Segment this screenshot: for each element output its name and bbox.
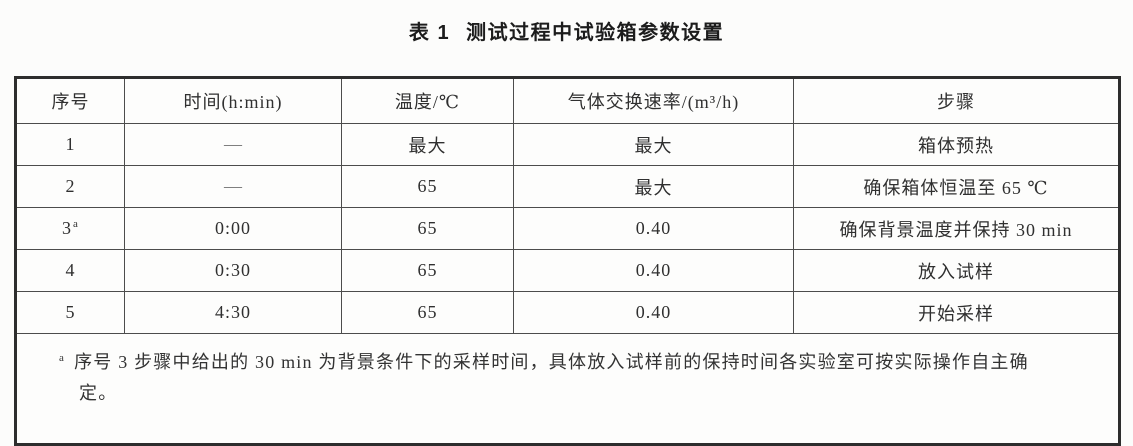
cell-temperature: 65 [341, 165, 514, 208]
cell-temperature: 65 [341, 207, 514, 250]
cell-time: — [124, 123, 342, 166]
cell-gas-exchange-rate: 0.40 [513, 249, 794, 292]
cell-temperature: 65 [341, 291, 514, 334]
cell-step: 放入试样 [793, 249, 1120, 292]
footnote-body: 序号 3 步骤中给出的 30 min 为背景条件下的采样时间，具体放入试样前的保… [74, 352, 1029, 403]
cell-serial: 2 [15, 165, 125, 208]
cell-step: 开始采样 [793, 291, 1120, 334]
col-header-serial: 序号 [15, 77, 125, 124]
cell-gas-exchange-rate: 最大 [513, 123, 794, 166]
col-header-gas-exchange-rate: 气体交换速率/(m³/h) [513, 77, 794, 124]
table-row: 3a 0:00 65 0.40 确保背景温度并保持 30 min [15, 207, 1120, 250]
cell-serial: 3a [15, 207, 125, 250]
col-header-time: 时间(h:min) [124, 77, 342, 124]
test-chamber-parameters-table: 序号 时间(h:min) 温度/℃ 气体交换速率/(m³/h) 步骤 1 — 最… [14, 76, 1121, 446]
cell-serial: 1 [15, 123, 125, 166]
table-header-row: 序号 时间(h:min) 温度/℃ 气体交换速率/(m³/h) 步骤 [15, 77, 1120, 124]
cell-gas-exchange-rate: 0.40 [513, 207, 794, 250]
table-row: 2 — 65 最大 确保箱体恒温至 65 ℃ [15, 165, 1120, 208]
table-row: 4 0:30 65 0.40 放入试样 [15, 249, 1120, 292]
table-caption-number: 表 1 [408, 22, 451, 44]
table-caption: 表 1 测试过程中试验箱参数设置 [0, 16, 1133, 45]
cell-time: — [124, 165, 342, 208]
cell-temperature: 65 [341, 249, 514, 292]
table-row: 5 4:30 65 0.40 开始采样 [15, 291, 1120, 334]
cell-gas-exchange-rate: 0.40 [513, 291, 794, 334]
table-caption-title: 测试过程中试验箱参数设置 [466, 22, 725, 44]
footnote-cell: a 序号 3 步骤中给出的 30 min 为背景条件下的采样时间，具体放入试样前的… [15, 333, 1120, 445]
table-row: 1 — 最大 最大 箱体预热 [15, 123, 1120, 166]
cell-serial: 5 [15, 291, 125, 334]
cell-step: 确保箱体恒温至 65 ℃ [793, 165, 1120, 208]
cell-time: 4:30 [124, 291, 342, 334]
footnote-marker-superscript: a [59, 352, 66, 364]
cell-step: 箱体预热 [793, 123, 1120, 166]
cell-gas-exchange-rate: 最大 [513, 165, 794, 208]
cell-step: 确保背景温度并保持 30 min [793, 207, 1120, 250]
cell-time: 0:30 [124, 249, 342, 292]
footnote-reference-superscript: a [73, 218, 79, 230]
cell-serial: 4 [15, 249, 125, 292]
serial-value: 3 [62, 218, 73, 238]
cell-temperature: 最大 [341, 123, 514, 166]
footnote-row: a 序号 3 步骤中给出的 30 min 为背景条件下的采样时间，具体放入试样前的… [15, 333, 1120, 445]
col-header-temperature: 温度/℃ [341, 77, 514, 124]
col-header-step: 步骤 [793, 77, 1120, 124]
cell-time: 0:00 [124, 207, 342, 250]
footnote-text: a 序号 3 步骤中给出的 30 min 为背景条件下的采样时间，具体放入试样前的… [59, 347, 1031, 409]
